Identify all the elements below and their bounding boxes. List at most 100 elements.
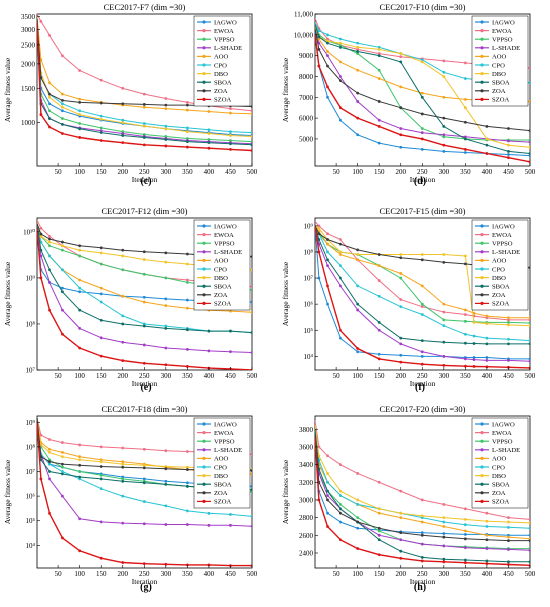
legend-label: L-SHADE [492, 249, 520, 256]
legend-label: EWOA [492, 28, 512, 35]
data-point [317, 36, 320, 39]
data-point [421, 350, 424, 353]
legend-marker [202, 431, 205, 434]
data-point [421, 60, 424, 63]
data-point [529, 146, 532, 149]
data-point [378, 329, 381, 332]
data-point [251, 135, 254, 138]
data-point [48, 448, 51, 451]
legend-marker [480, 224, 483, 227]
legend-label: EWOA [214, 28, 234, 35]
data-point [378, 527, 381, 530]
data-point [78, 327, 81, 330]
data-point [78, 470, 81, 473]
legend-label: CPO [214, 464, 227, 471]
data-point [251, 488, 254, 491]
legend-marker [480, 285, 483, 288]
data-point [356, 285, 359, 288]
data-point [78, 98, 81, 101]
data-point [229, 513, 232, 516]
x-tick-label: 450 [503, 372, 514, 380]
y-tick-label: 10⁸ [304, 248, 314, 256]
data-point [326, 264, 329, 267]
data-point [473, 335, 476, 338]
legend-marker [202, 276, 205, 279]
data-point [61, 102, 64, 105]
legend-label: SZOA [492, 97, 509, 104]
y-tick-label: 10⁶ [304, 301, 314, 309]
data-point [507, 343, 510, 346]
data-point [486, 547, 489, 550]
data-point [442, 545, 445, 548]
data-point [229, 107, 232, 110]
data-point [229, 350, 232, 353]
data-point [529, 100, 532, 103]
data-point [486, 534, 489, 537]
legend-label: ZOA [492, 292, 506, 299]
data-point [317, 227, 320, 230]
y-tick-label: 3400 [299, 461, 314, 469]
y-tick-label: 10⁷ [26, 468, 36, 476]
x-tick-label: 50 [333, 168, 341, 176]
data-point [339, 507, 342, 510]
legend-marker [480, 431, 483, 434]
data-point [326, 50, 329, 53]
data-point [186, 253, 189, 256]
data-point [464, 546, 467, 549]
data-point [48, 438, 51, 441]
data-point [61, 106, 64, 109]
data-point [186, 485, 189, 488]
data-point [143, 481, 146, 484]
data-point [399, 354, 402, 357]
data-point [339, 494, 342, 497]
legend-label: SBOA [214, 80, 232, 87]
data-point [100, 520, 103, 523]
chart-panel-1: CEC2017-F7 (dim =30)50 100 150 200 250 300 350… [3, 2, 258, 187]
legend-marker [202, 98, 205, 101]
data-point [121, 119, 124, 122]
data-point [143, 500, 146, 503]
data-point [78, 290, 81, 293]
legend-marker [480, 98, 483, 101]
data-point [442, 311, 445, 314]
x-tick-label: 300 [161, 168, 172, 176]
data-point [529, 560, 532, 563]
data-point [378, 264, 381, 267]
data-point [48, 81, 51, 84]
data-point [378, 512, 381, 515]
legend-marker [480, 457, 483, 460]
data-point [507, 526, 510, 529]
data-point [464, 148, 467, 151]
data-point [399, 272, 402, 275]
legend: IAGWO EWOA VPPSOL-SHADE AOOCPO DBO SBOAZOA SZO… [194, 220, 250, 310]
data-point [143, 103, 146, 106]
x-tick-label: 500 [525, 168, 536, 176]
data-point [442, 133, 445, 136]
data-point [326, 525, 329, 528]
data-point [61, 470, 64, 473]
legend-marker [202, 81, 205, 84]
data-point [48, 470, 51, 473]
data-point [78, 464, 81, 467]
data-point [507, 144, 510, 147]
legend-marker [202, 55, 205, 58]
data-point [399, 85, 402, 88]
legend-label: DBO [214, 71, 228, 78]
data-point [251, 131, 254, 134]
data-point [339, 243, 342, 246]
legend-marker [202, 72, 205, 75]
data-point [421, 127, 424, 130]
data-point [356, 133, 359, 136]
data-point [186, 510, 189, 513]
data-point [464, 357, 467, 360]
data-point [229, 134, 232, 137]
legend-label: SBOA [492, 284, 510, 291]
legend-label: IAGWO [214, 421, 237, 428]
data-point [100, 263, 103, 266]
y-tick-label: 7000 [299, 94, 314, 102]
legend-label: SBOA [214, 284, 232, 291]
data-point [326, 42, 329, 45]
data-point [48, 235, 51, 238]
data-point [529, 129, 532, 132]
